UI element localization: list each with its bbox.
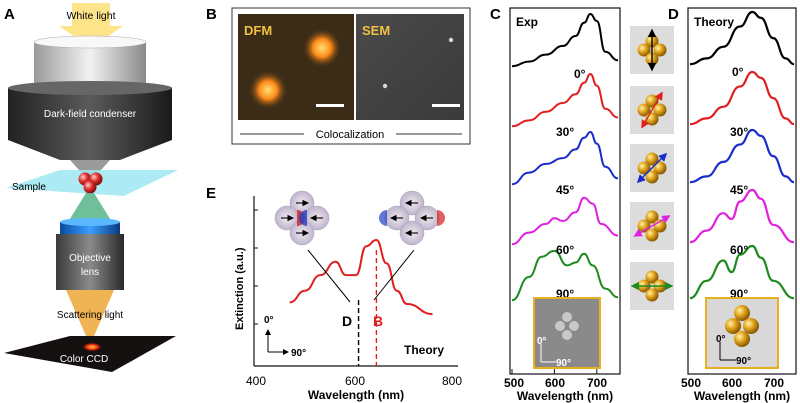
scattering-label: Scattering light: [57, 310, 123, 321]
collection-cone: [68, 193, 112, 222]
e-xlabel: Wavelength (nm): [308, 388, 404, 402]
dfm-scale-bar: [316, 104, 344, 107]
d-angle-45: 45°: [730, 183, 748, 197]
panel-c-axes: [509, 7, 621, 375]
e-axis-x: 90°: [291, 348, 306, 359]
panel-e-letter: E: [206, 185, 216, 202]
sem-label: SEM: [362, 23, 390, 38]
sample-label: Sample: [12, 182, 46, 193]
ccd-label: Color CCD: [60, 354, 108, 365]
condenser-lens-top: [34, 42, 146, 88]
panel-b-letter: B: [206, 6, 217, 23]
e-spectrum: [289, 238, 433, 316]
panel-d-letter: D: [668, 6, 679, 23]
panel-c-curves: [511, 12, 619, 302]
c-series-90deg: [511, 249, 619, 302]
gold-nanoparticle: [653, 43, 667, 57]
e-mode-d-label: D: [342, 313, 352, 329]
c-inset-axis-x: 90°: [556, 358, 571, 369]
c-xtick-700: 700: [587, 376, 607, 390]
pol-30-arrow: [641, 91, 663, 129]
c-angle-0: 0°: [574, 67, 586, 81]
d-xtick-500: 500: [681, 376, 701, 390]
ccd-plane: [4, 336, 176, 372]
d-inset-axis-x: 90°: [736, 356, 751, 367]
dfm-particle-2: [248, 70, 288, 110]
c-xlabel: Wavelength (nm): [517, 389, 613, 403]
polarization-icons: [630, 26, 674, 310]
e-ylabel: Extinction (a.u.): [234, 247, 246, 330]
e-axis-y: 0°: [264, 315, 274, 326]
c-xtick-500: 500: [504, 376, 524, 390]
panel-c-tag: Exp: [516, 15, 538, 29]
e-series-theory: [289, 238, 433, 316]
panel-a: A White light Dark-field condenser Sampl…: [4, 3, 178, 372]
e-xtick-600: 600: [345, 374, 365, 388]
c-series-60deg: [511, 196, 619, 246]
objective-label-2: lens: [81, 267, 99, 278]
d-angle-0: 0°: [732, 65, 744, 79]
e-theory-label: Theory: [404, 343, 444, 357]
white-light-label: White light: [66, 10, 115, 22]
gold-nanoparticle: [645, 228, 659, 242]
d-series-45deg: [689, 128, 795, 184]
c-angle-30: 30°: [556, 125, 574, 139]
panel-c-xticks: [511, 369, 598, 374]
panel-d: D Theory 0° 30° 45° 60° 90° 0° 90° 500 6…: [668, 6, 797, 403]
e-xtick-800: 800: [442, 374, 462, 388]
gold-nanoparticle: [637, 43, 651, 57]
colocalization-label: Colocalization: [316, 129, 384, 141]
dark-field-condenser: [8, 88, 172, 160]
pol-45-arrow: [636, 152, 668, 184]
c-series-0deg: [511, 12, 619, 68]
c-angle-45: 45°: [556, 183, 574, 197]
panel-b: B DFM SEM Colocalization: [206, 6, 471, 145]
condenser-label: Dark-field condenser: [44, 109, 137, 120]
dfm-particle-1: [302, 28, 342, 68]
c-xtick-600: 600: [545, 376, 565, 390]
panel-d-curves: [689, 10, 795, 300]
sem-scale-bar: [432, 104, 460, 107]
d-series-30deg: [689, 70, 795, 126]
sem-particle-2: [382, 83, 388, 89]
sem-image: [356, 14, 464, 120]
d-angle-60: 60°: [730, 243, 748, 257]
d-series-60deg: [689, 188, 795, 244]
c-angle-60: 60°: [556, 243, 574, 257]
d-angle-30: 30°: [730, 125, 748, 139]
mode-diagram-bright: [379, 190, 445, 246]
objective-label-1: Objective: [69, 253, 111, 264]
mode-diagram-dark: [274, 190, 330, 246]
panel-c: C Exp 0° 30° 45° 60° 90° 0° 90° 500 600 …: [490, 6, 621, 403]
d-series-90deg: [689, 244, 795, 300]
panel-e: E Extinction (a.u.) 400 600 800 Waveleng…: [206, 185, 462, 402]
c-series-45deg: [511, 130, 619, 186]
pol-60-arrow: [633, 215, 671, 237]
d-xtick-700: 700: [764, 376, 784, 390]
panel-c-letter: C: [490, 6, 501, 23]
panel-d-tag: Theory: [694, 15, 734, 29]
gold-nanoparticle: [645, 288, 659, 302]
scattering-cone: [66, 290, 114, 336]
d-series-0deg: [689, 10, 795, 66]
panel-a-letter: A: [4, 6, 15, 23]
c-inset-axis-y: 0°: [537, 336, 547, 347]
d-xlabel: Wavelength (nm): [694, 389, 790, 403]
c-series-30deg: [511, 72, 619, 128]
ccd-spot: [81, 342, 103, 352]
e-xtick-400: 400: [246, 374, 266, 388]
d-xtick-600: 600: [722, 376, 742, 390]
dfm-label: DFM: [244, 23, 272, 38]
d-inset-axis-y: 0°: [716, 334, 726, 345]
gold-nanoparticle: [645, 270, 659, 284]
panel-d-axes: [687, 7, 797, 375]
objective-lens: [56, 234, 124, 290]
e-mode-b-label: B: [373, 313, 383, 329]
sem-particle-1: [448, 37, 454, 43]
